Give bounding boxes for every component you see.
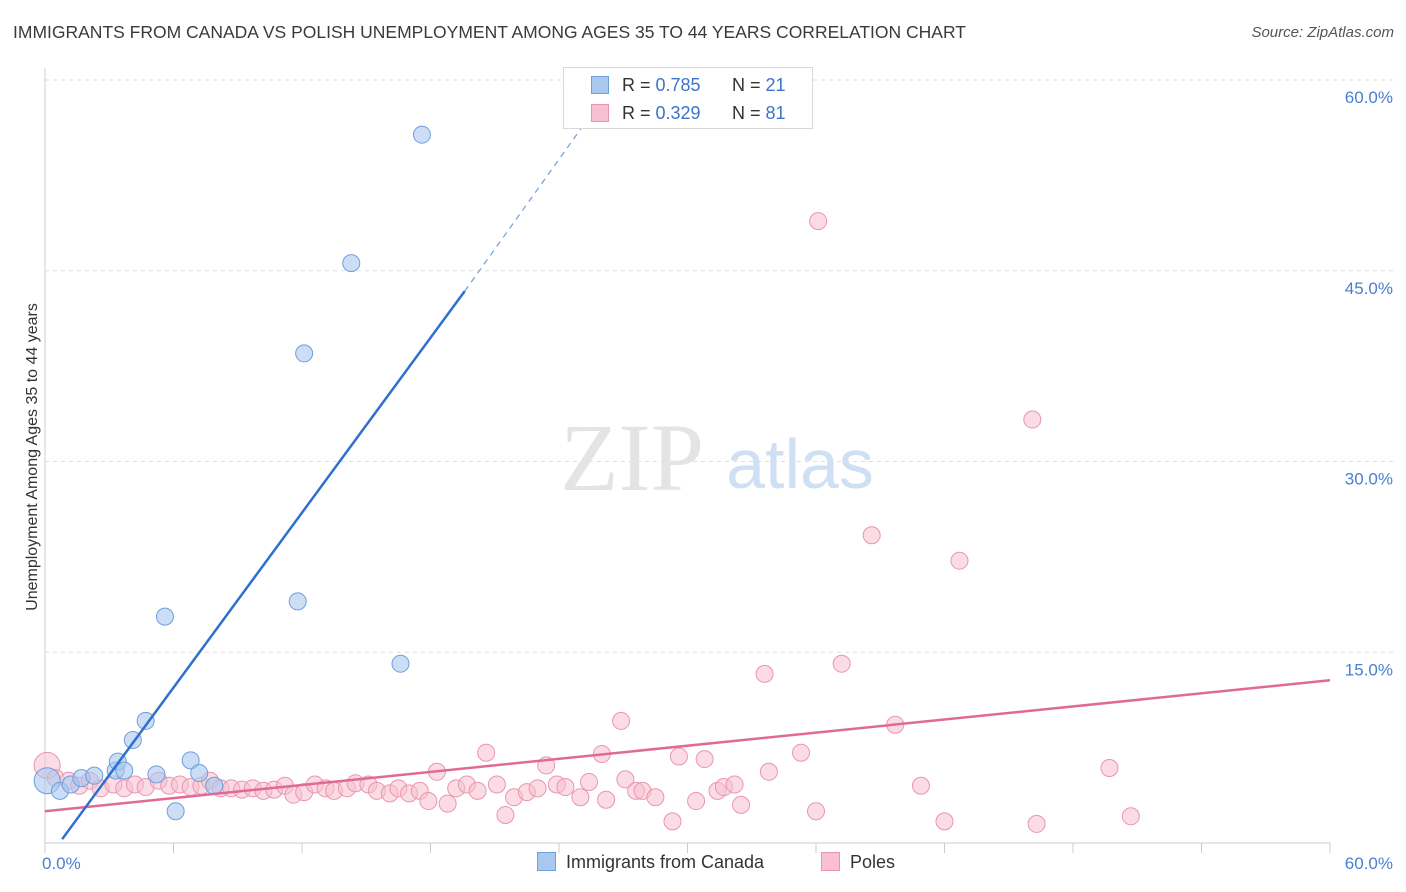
source-label: Source: ZipAtlas.com — [1251, 24, 1394, 41]
y-tick-label: 30.0% — [1345, 470, 1393, 489]
poles-point — [1121, 807, 1140, 826]
x-tick-label: 60.0% — [1345, 854, 1393, 873]
trend-lines — [44, 105, 1331, 840]
legend-swatch-canada — [591, 76, 609, 94]
poles-trend-line — [44, 678, 1331, 813]
canada-points — [33, 125, 431, 821]
poles-point — [612, 711, 631, 730]
poles-point — [528, 779, 547, 798]
poles-point — [571, 788, 590, 807]
poles-point — [862, 526, 881, 545]
poles-point — [809, 212, 828, 231]
poles-point — [807, 802, 825, 821]
legend-r-value-poles: 0.329 — [655, 103, 701, 123]
axes — [44, 68, 1331, 853]
poles-point — [556, 778, 575, 797]
canada-point — [181, 751, 200, 770]
canada-trend-line — [61, 290, 466, 840]
chart-title: IMMIGRANTS FROM CANADA VS POLISH UNEMPLO… — [13, 22, 966, 42]
canada-point — [288, 592, 307, 611]
poles-point — [496, 806, 515, 825]
bottom-legend-swatch-canada — [537, 852, 556, 871]
bottom-legend-label-canada: Immigrants from Canada — [566, 852, 765, 872]
poles-point — [646, 788, 665, 807]
poles-point — [759, 762, 778, 781]
watermark: ZIP atlas — [560, 404, 874, 511]
y-tick-label: 45.0% — [1345, 279, 1393, 298]
x-tick-label: 0.0% — [42, 854, 81, 873]
poles-point — [438, 794, 457, 813]
bottom-legend-canada[interactable]: Immigrants from Canada — [537, 852, 764, 873]
watermark-zip: ZIP — [560, 404, 704, 511]
bottom-legend-label-poles: Poles — [850, 852, 896, 872]
poles-point — [911, 776, 930, 795]
poles-point — [419, 792, 438, 811]
poles-point — [832, 654, 851, 673]
canada-point — [205, 776, 224, 795]
poles-point — [935, 812, 954, 831]
legend-n-label: N = — [732, 103, 766, 123]
canada-trend-extension — [464, 105, 599, 292]
poles-point — [468, 781, 487, 800]
poles-point — [477, 743, 496, 762]
bottom-legend-swatch-poles — [821, 852, 840, 871]
canada-point — [166, 802, 185, 821]
legend-n-value-canada: 21 — [765, 75, 786, 95]
canada-point — [115, 761, 134, 780]
poles-point — [487, 775, 506, 794]
canada-point — [190, 764, 209, 783]
tick-labels: 15.0% 30.0% 45.0% 60.0% 0.0% 60.0% — [42, 88, 1393, 873]
canada-point — [136, 711, 155, 730]
canada-point — [155, 607, 174, 626]
legend-swatch-poles — [591, 104, 609, 122]
legend-box: R = 0.785 N = 21 R = 0.329 N = 81 — [563, 67, 813, 129]
legend-row-canada: R = 0.785 N = 21 — [564, 73, 812, 99]
grid-lines — [45, 79, 1395, 653]
bottom-legend-poles[interactable]: Poles — [821, 852, 895, 873]
y-axis-label: Unemployment Among Ages 35 to 44 years — [24, 303, 41, 611]
legend-row-poles: R = 0.329 N = 81 — [564, 101, 812, 127]
poles-point — [1023, 410, 1042, 429]
legend-r-value-canada: 0.785 — [655, 75, 701, 95]
canada-point — [342, 254, 361, 273]
poles-point — [579, 772, 598, 791]
poles-point — [1027, 814, 1046, 833]
poles-point — [732, 795, 751, 814]
legend-r-label: R = — [622, 75, 656, 95]
poles-point — [669, 747, 688, 766]
y-tick-label: 60.0% — [1345, 88, 1393, 107]
poles-point — [616, 770, 635, 789]
canada-point — [85, 766, 104, 785]
canada-point — [295, 344, 314, 363]
poles-point — [1100, 758, 1119, 777]
legend-r-label: R = — [622, 103, 656, 123]
poles-points — [33, 212, 1140, 833]
poles-point — [597, 790, 616, 809]
legend-n-label: N = — [732, 75, 766, 95]
canada-point — [412, 125, 431, 144]
poles-point — [950, 551, 969, 570]
poles-point — [725, 775, 744, 794]
poles-point — [687, 792, 706, 811]
y-tick-label: 15.0% — [1345, 660, 1393, 679]
poles-point — [695, 750, 714, 769]
poles-point — [755, 664, 774, 683]
canada-point — [147, 765, 166, 784]
poles-point — [663, 812, 682, 831]
poles-point — [792, 743, 811, 762]
canada-point — [391, 654, 410, 673]
legend-n-value-poles: 81 — [765, 103, 786, 123]
watermark-atlas: atlas — [726, 425, 874, 503]
